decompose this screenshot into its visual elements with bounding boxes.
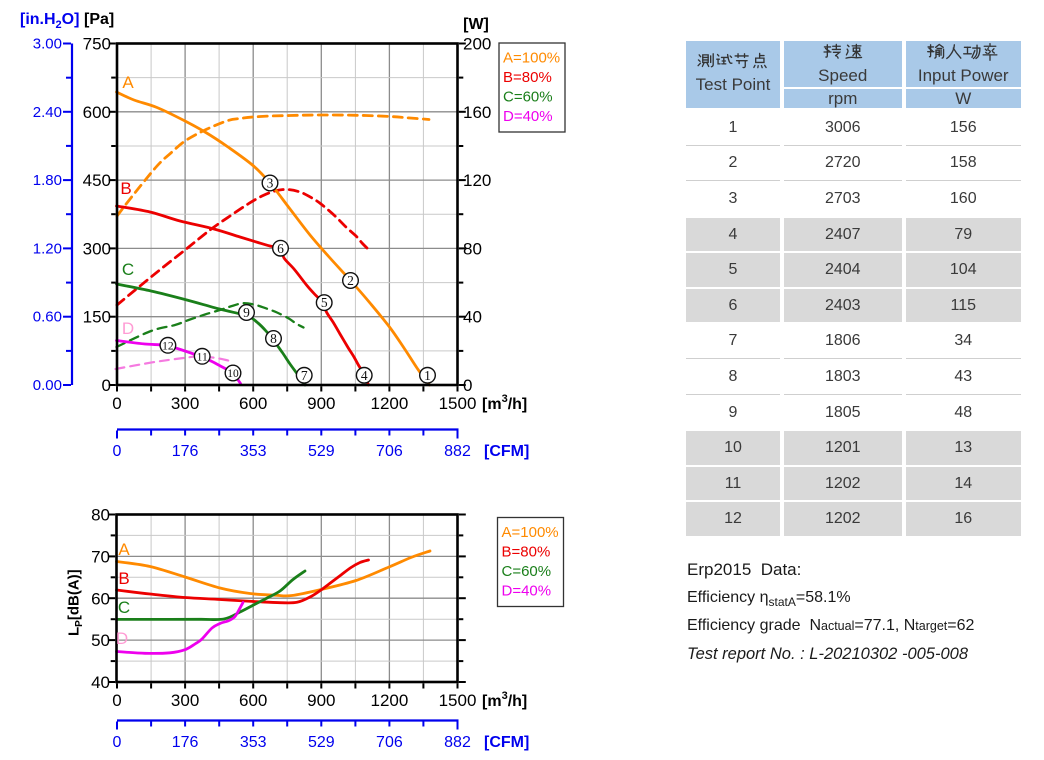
svg-text:B=80%: B=80% — [502, 544, 551, 561]
svg-text:50: 50 — [91, 631, 110, 650]
svg-text:1.20: 1.20 — [33, 240, 62, 257]
svg-text:1500: 1500 — [439, 394, 477, 413]
svg-text:882: 882 — [444, 734, 471, 751]
svg-text:[CFM]: [CFM] — [484, 443, 529, 460]
svg-text:6: 6 — [277, 241, 284, 256]
svg-text:80: 80 — [463, 239, 482, 258]
svg-text:A=100%: A=100% — [503, 50, 560, 67]
svg-text:4: 4 — [361, 368, 368, 383]
svg-text:7: 7 — [301, 368, 308, 383]
svg-text:[Pa]: [Pa] — [84, 11, 114, 28]
svg-text:0: 0 — [113, 443, 122, 460]
svg-text:9: 9 — [243, 305, 250, 320]
svg-text:40: 40 — [463, 308, 482, 327]
svg-text:300: 300 — [83, 239, 111, 258]
svg-text:750: 750 — [83, 35, 111, 54]
svg-text:1200: 1200 — [370, 394, 408, 413]
svg-text:176: 176 — [172, 443, 199, 460]
svg-text:882: 882 — [444, 443, 471, 460]
svg-text:176: 176 — [172, 734, 199, 751]
svg-text:0: 0 — [112, 691, 121, 710]
svg-text:D: D — [122, 319, 134, 338]
svg-text:353: 353 — [240, 443, 267, 460]
svg-text:2: 2 — [347, 273, 354, 288]
svg-text:706: 706 — [376, 443, 403, 460]
svg-text:C=60%: C=60% — [503, 89, 553, 106]
svg-text:450: 450 — [83, 171, 111, 190]
svg-text:300: 300 — [171, 691, 199, 710]
svg-text:300: 300 — [171, 394, 199, 413]
svg-text:529: 529 — [308, 443, 335, 460]
svg-text:40: 40 — [91, 673, 110, 692]
svg-text:A: A — [118, 540, 130, 559]
svg-text:120: 120 — [463, 171, 491, 190]
svg-text:0: 0 — [113, 734, 122, 751]
svg-text:10: 10 — [227, 368, 239, 380]
svg-text:B=80%: B=80% — [503, 69, 552, 86]
svg-text:0: 0 — [102, 376, 111, 395]
svg-text:900: 900 — [307, 394, 335, 413]
svg-text:D=40%: D=40% — [502, 583, 552, 600]
svg-text:3: 3 — [267, 176, 274, 191]
svg-text:[m3/h]: [m3/h] — [482, 393, 527, 413]
svg-text:1200: 1200 — [370, 691, 408, 710]
svg-text:529: 529 — [308, 734, 335, 751]
svg-text:D: D — [116, 629, 128, 648]
svg-text:1.80: 1.80 — [33, 172, 62, 189]
svg-text:0: 0 — [112, 394, 121, 413]
svg-text:0.60: 0.60 — [33, 309, 62, 326]
svg-text:0: 0 — [463, 376, 472, 395]
svg-text:C=60%: C=60% — [502, 563, 552, 580]
svg-text:[m3/h]: [m3/h] — [482, 690, 527, 710]
svg-text:2.40: 2.40 — [33, 104, 62, 121]
svg-text:A=100%: A=100% — [502, 524, 559, 541]
svg-text:900: 900 — [307, 691, 335, 710]
svg-text:70: 70 — [91, 547, 110, 566]
svg-text:1500: 1500 — [439, 691, 477, 710]
svg-text:80: 80 — [91, 506, 110, 525]
svg-text:200: 200 — [463, 35, 491, 54]
svg-text:160: 160 — [463, 103, 491, 122]
svg-text:0.00: 0.00 — [33, 377, 62, 394]
svg-text:B: B — [118, 569, 129, 588]
svg-text:11: 11 — [197, 351, 208, 363]
svg-text:706: 706 — [376, 734, 403, 751]
svg-text:[CFM]: [CFM] — [484, 734, 529, 751]
svg-text:D=40%: D=40% — [503, 108, 553, 125]
svg-text:12: 12 — [162, 340, 174, 352]
svg-text:60: 60 — [91, 589, 110, 608]
svg-text:600: 600 — [239, 691, 267, 710]
svg-text:600: 600 — [83, 103, 111, 122]
svg-text:353: 353 — [240, 734, 267, 751]
svg-text:[W]: [W] — [463, 16, 489, 33]
svg-text:LP[dB(A)]: LP[dB(A)] — [66, 569, 86, 636]
svg-text:600: 600 — [239, 394, 267, 413]
svg-text:8: 8 — [270, 331, 277, 346]
svg-text:150: 150 — [83, 308, 111, 327]
svg-text:C: C — [122, 260, 134, 279]
svg-text:1: 1 — [424, 368, 431, 383]
svg-text:B: B — [120, 179, 131, 198]
svg-text:3.00: 3.00 — [33, 36, 62, 53]
svg-text:[in.H2O]: [in.H2O] — [20, 11, 79, 31]
svg-text:5: 5 — [321, 295, 328, 310]
svg-text:A: A — [122, 73, 134, 92]
svg-text:C: C — [118, 598, 130, 617]
